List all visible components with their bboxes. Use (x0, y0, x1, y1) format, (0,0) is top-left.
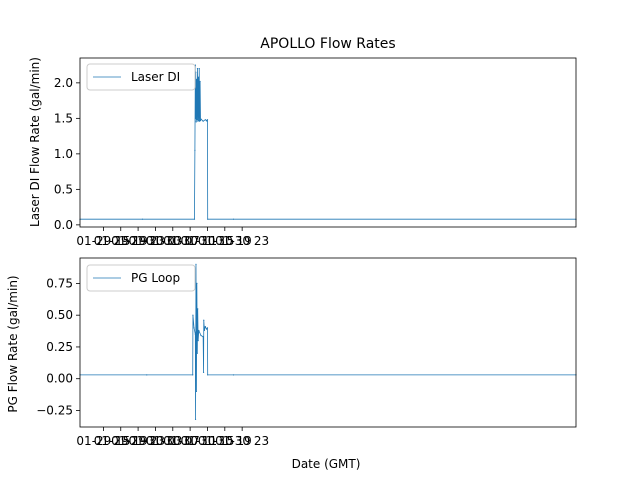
pg-loop-series-layer (79, 263, 577, 420)
laser-di-data-point (198, 119, 200, 122)
pg-loop-x-tick-label: 01-30 03 (128, 434, 182, 448)
laser-di-data-point (199, 80, 201, 83)
laser-di-x-tick-label: 01-30 03 (128, 234, 182, 248)
pg-loop-data-point (195, 390, 198, 393)
pg-loop-data-point (206, 328, 208, 330)
pg-loop-data-point (196, 282, 198, 285)
laser-di-data-point (196, 78, 198, 80)
pg-loop-data-point (232, 374, 235, 376)
laser-di-y-tick-label: 2.0 (54, 76, 73, 90)
pg-loop-data-point (192, 374, 194, 376)
laser-di-data-point (200, 118, 202, 120)
laser-di-x-tick-label: 01-30 11 (163, 234, 217, 248)
chart-title: APOLLO Flow Rates (260, 36, 395, 52)
laser-di-data-point (204, 119, 206, 121)
laser-di-x-tick-label: 01-30 15 (180, 234, 234, 248)
laser-di-y-tick-label: 0.5 (54, 182, 73, 196)
pg-loop-data-point (197, 308, 199, 310)
pg-loop-legend-box (86, 264, 196, 292)
laser-di-data-point (206, 120, 208, 122)
pg-loop-y-tick-label: −0.25 (36, 403, 73, 417)
laser-di-data-point (197, 120, 199, 122)
pg-loop-data-point (204, 326, 206, 328)
pg-loop-data-point (194, 333, 196, 335)
x-axis-title: Date (GMT) (292, 457, 361, 471)
pg-loop-data-point (198, 329, 200, 332)
pg-loop-data-point (206, 327, 209, 329)
pg-loop-y-tick-label: 0.50 (46, 308, 73, 322)
pg-loop-data-point (146, 374, 148, 376)
laser-di-x-tick-label: 01-29 15 (76, 234, 130, 248)
laser-di-y-tick-label: 1.5 (54, 111, 73, 125)
laser-di-data-point (202, 120, 204, 122)
laser-di-data-point (199, 120, 201, 122)
pg-loop-data-point (200, 334, 202, 337)
laser-di-x-tick-label: 01-29 23 (111, 234, 165, 248)
pg-loop-x-tick-label: 01-29 19 (94, 434, 148, 448)
laser-di-data-point (198, 68, 200, 70)
pg-loop-y-axis-title: PG Flow Rate (gal/min) (6, 275, 20, 412)
pg-loop-data-point (193, 327, 195, 329)
pg-loop-data-point (207, 374, 209, 376)
laser-di-legend-label: Laser DI (131, 70, 180, 84)
laser-di-data-point (199, 119, 202, 122)
laser-di-x-tick-label: 01-30 07 (146, 234, 200, 248)
laser-di-data-point (194, 149, 196, 151)
pg-loop-data-point (195, 263, 197, 265)
laser-di-x-tick-label: 01-29 19 (94, 234, 148, 248)
laser-di-data-point (194, 117, 197, 119)
laser-di-data-point (197, 76, 199, 78)
laser-di-data-point (196, 68, 199, 70)
laser-di-data-point (196, 119, 198, 121)
laser-di-x-tick-label: 01-30 23 (215, 234, 269, 248)
pg-loop-data-point (192, 314, 194, 316)
pg-loop-data-point (202, 336, 204, 338)
pg-loop-y-tick-label: 0.25 (46, 340, 73, 354)
laser-di-x-tick-label: 01-30 19 (198, 234, 252, 248)
laser-di-data-point (232, 218, 235, 220)
laser-di-y-tick-label: 0.0 (54, 218, 73, 232)
pg-loop-x-tick-label: 01-30 19 (198, 434, 252, 448)
laser-di-legend-box (86, 63, 196, 91)
pg-loop-y-tick-label: 0.75 (46, 276, 73, 290)
laser-di-frame (79, 57, 577, 228)
pg-loop-data-point (194, 418, 197, 420)
laser-di-data-point (207, 218, 209, 220)
laser-di-y-axis-title: Laser DI Flow Rate (gal/min) (28, 57, 42, 227)
pg-loop-x-tick-label: 01-29 23 (111, 434, 165, 448)
pg-loop-data-point (203, 329, 206, 332)
pg-loop-x-tick-label: 01-30 11 (163, 434, 217, 448)
pg-loop-y-tick-label: 0.00 (46, 372, 73, 386)
pg-loop-data-point (197, 339, 199, 342)
pg-loop-legend-label: PG Loop (131, 271, 180, 285)
laser-di-data-point (193, 218, 196, 220)
laser-di-y-tick-label: 1.0 (54, 147, 73, 161)
pg-loop-x-tick-label: 01-30 07 (146, 434, 200, 448)
pg-loop-x-tick-label: 01-30 23 (215, 434, 269, 448)
laser-di-data-point (195, 121, 197, 123)
pg-loop-x-tick-label: 01-30 15 (180, 434, 234, 448)
pg-loop-data-point (196, 352, 198, 354)
laser-di-data-point (141, 218, 144, 220)
pg-loop-legend: PG Loop (86, 264, 196, 292)
pg-loop-x-tick-label: 01-29 15 (76, 434, 130, 448)
laser-di-legend: Laser DI (86, 63, 196, 91)
pg-loop-data-point (202, 371, 205, 373)
pg-loop-frame (79, 257, 577, 428)
pg-loop-data-point (203, 319, 205, 321)
laser-di-data-point (206, 119, 209, 121)
